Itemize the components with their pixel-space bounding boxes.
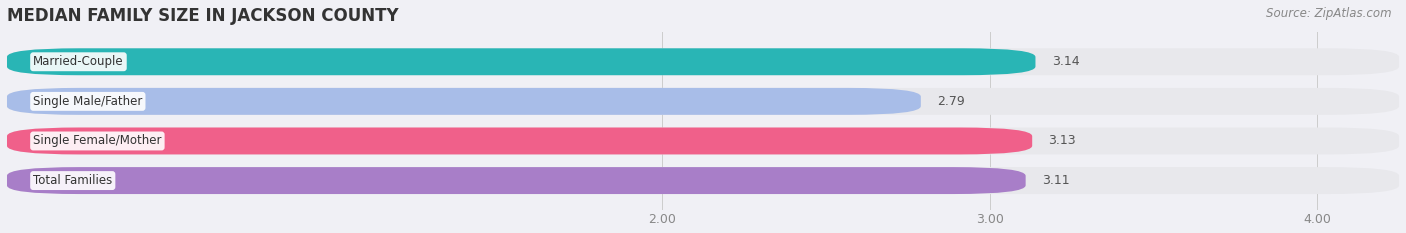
Text: 3.13: 3.13 [1049,134,1076,147]
Text: 3.14: 3.14 [1052,55,1080,68]
FancyBboxPatch shape [7,127,1032,154]
FancyBboxPatch shape [7,127,1399,154]
FancyBboxPatch shape [7,88,921,115]
Text: MEDIAN FAMILY SIZE IN JACKSON COUNTY: MEDIAN FAMILY SIZE IN JACKSON COUNTY [7,7,398,25]
FancyBboxPatch shape [7,167,1399,194]
Text: Total Families: Total Families [34,174,112,187]
Text: Single Male/Father: Single Male/Father [34,95,142,108]
FancyBboxPatch shape [7,48,1035,75]
Text: Source: ZipAtlas.com: Source: ZipAtlas.com [1267,7,1392,20]
Text: Married-Couple: Married-Couple [34,55,124,68]
FancyBboxPatch shape [7,167,1025,194]
FancyBboxPatch shape [7,88,1399,115]
Text: 3.11: 3.11 [1042,174,1070,187]
Text: Single Female/Mother: Single Female/Mother [34,134,162,147]
Text: 2.79: 2.79 [938,95,965,108]
FancyBboxPatch shape [7,48,1399,75]
